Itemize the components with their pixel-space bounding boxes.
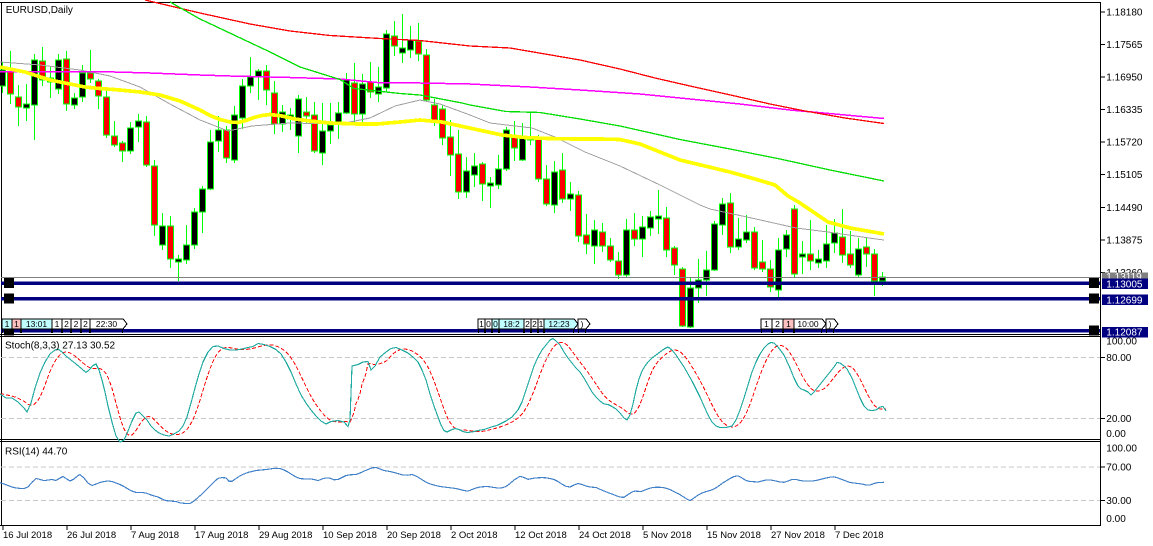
svg-text:22:30: 22:30 <box>96 319 118 329</box>
svg-text:1.14490: 1.14490 <box>1106 203 1143 214</box>
svg-text:12 Oct 2018: 12 Oct 2018 <box>515 530 567 541</box>
svg-text:1.13005: 1.13005 <box>1106 279 1143 290</box>
svg-text:1.17565: 1.17565 <box>1106 40 1143 51</box>
svg-text:70.00: 70.00 <box>1106 462 1131 473</box>
svg-text:20 Sep 2018: 20 Sep 2018 <box>387 530 441 541</box>
svg-text:RSI(14) 44.70: RSI(14) 44.70 <box>5 447 68 458</box>
svg-text:1.13875: 1.13875 <box>1106 235 1143 246</box>
svg-text:1.18180: 1.18180 <box>1106 8 1143 19</box>
svg-text:1: 1 <box>539 319 544 329</box>
svg-text:2 Oct 2018: 2 Oct 2018 <box>451 530 497 541</box>
svg-text:10 Sep 2018: 10 Sep 2018 <box>323 530 377 541</box>
svg-text:24 Oct 2018: 24 Oct 2018 <box>579 530 631 541</box>
svg-text:1.13119: 1.13119 <box>1106 272 1142 283</box>
svg-text:5 Nov 2018: 5 Nov 2018 <box>643 530 692 541</box>
svg-text:2: 2 <box>83 319 88 329</box>
svg-text:1: 1 <box>764 319 769 329</box>
svg-text:27 Nov 2018: 27 Nov 2018 <box>771 530 825 541</box>
svg-text:1: 1 <box>479 319 484 329</box>
svg-text:12:23: 12:23 <box>548 319 570 329</box>
svg-text:16 Jul 2018: 16 Jul 2018 <box>3 530 52 541</box>
svg-text:1.15720: 1.15720 <box>1106 138 1143 149</box>
svg-text:1: 1 <box>786 319 791 329</box>
svg-text:26 Jul 2018: 26 Jul 2018 <box>67 530 116 541</box>
svg-text:1.16950: 1.16950 <box>1106 73 1143 84</box>
svg-text:20.00: 20.00 <box>1106 414 1131 425</box>
svg-text:2: 2 <box>64 319 69 329</box>
svg-text:Stoch(8,3,3) 27.13 30.52: Stoch(8,3,3) 27.13 30.52 <box>5 341 116 352</box>
svg-text:0.00: 0.00 <box>1106 429 1126 440</box>
svg-text:1.15105: 1.15105 <box>1106 170 1143 181</box>
svg-text:1: 1 <box>5 319 10 329</box>
svg-text:2: 2 <box>532 319 537 329</box>
svg-text:1.16335: 1.16335 <box>1106 105 1143 116</box>
svg-text:): ) <box>581 319 584 329</box>
svg-text:1: 1 <box>14 319 19 329</box>
svg-text:1.12087: 1.12087 <box>1106 328 1143 339</box>
svg-text:15 Nov 2018: 15 Nov 2018 <box>707 530 761 541</box>
svg-text:100.00: 100.00 <box>1106 337 1137 348</box>
svg-text:80.00: 80.00 <box>1106 353 1131 364</box>
svg-text:10:00: 10:00 <box>797 319 819 329</box>
svg-text:0.00: 0.00 <box>1106 514 1126 525</box>
svg-text:7 Aug 2018: 7 Aug 2018 <box>131 530 179 541</box>
svg-text:30.00: 30.00 <box>1106 496 1131 507</box>
svg-text:29 Aug 2018: 29 Aug 2018 <box>259 530 312 541</box>
svg-text:EURUSD,Daily: EURUSD,Daily <box>6 5 73 16</box>
svg-text:): ) <box>829 319 832 329</box>
svg-text:7 Dec 2018: 7 Dec 2018 <box>835 530 884 541</box>
svg-text:0: 0 <box>486 319 491 329</box>
svg-text:2: 2 <box>74 319 79 329</box>
svg-text:17 Aug 2018: 17 Aug 2018 <box>195 530 248 541</box>
svg-text:100.00: 100.00 <box>1106 443 1137 454</box>
svg-text:13:01: 13:01 <box>26 319 48 329</box>
svg-text:18:2: 18:2 <box>503 319 520 329</box>
svg-text:1.12699: 1.12699 <box>1106 295 1143 306</box>
svg-text:2: 2 <box>525 319 530 329</box>
svg-text:1: 1 <box>55 319 60 329</box>
svg-text:0: 0 <box>493 319 498 329</box>
svg-text:2: 2 <box>775 319 780 329</box>
